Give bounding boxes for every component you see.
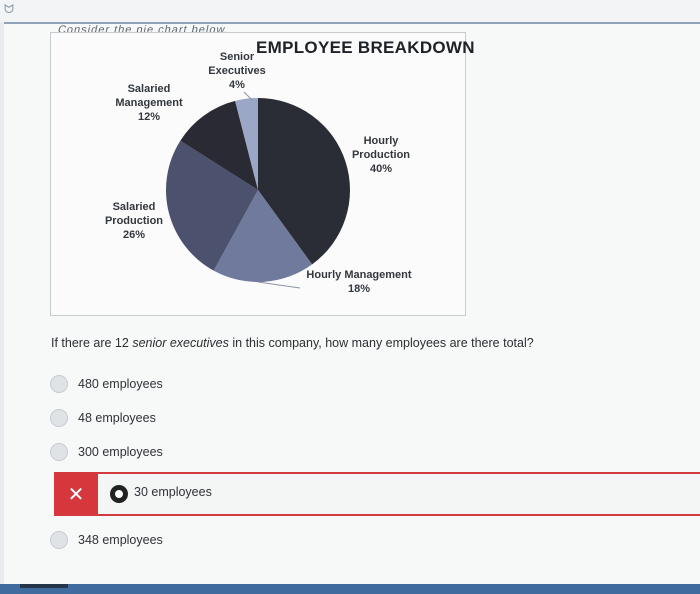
incorrect-x-icon: ✕: [54, 474, 98, 514]
chart-title: EMPLOYEE BREAKDOWN: [256, 38, 475, 57]
label-salaried-production: Salaried Production 26%: [104, 201, 164, 241]
option-label: 30 employees: [134, 485, 212, 499]
leader-line-hourly-mgmt: [257, 281, 301, 289]
leader-line-senior: [243, 91, 253, 101]
label-senior-executives: Senior Executives 4%: [208, 51, 266, 91]
option-label: 300 employees: [78, 445, 163, 459]
corner-mark: ᗢ: [4, 2, 14, 16]
label-salaried-management: Salaried Management 12%: [115, 83, 183, 123]
selected-wrong-answer-row[interactable]: ✕ 30 employees: [54, 472, 700, 516]
option-480[interactable]: 480 employees: [50, 372, 163, 396]
top-strip: [0, 0, 700, 22]
radio-348[interactable]: [50, 531, 68, 549]
radio-48[interactable]: [50, 409, 68, 427]
label-hourly-management: Hourly Management 18%: [306, 269, 412, 295]
label-hourly-production: Hourly Production 40%: [351, 135, 411, 175]
radio-30-selected[interactable]: [110, 485, 128, 503]
question-text: If there are 12 senior executives in thi…: [51, 336, 534, 350]
bottom-taskbar: [0, 584, 700, 594]
radio-480[interactable]: [50, 375, 68, 393]
radio-300[interactable]: [50, 443, 68, 461]
option-label: 48 employees: [78, 411, 156, 425]
option-348[interactable]: 348 employees: [50, 528, 163, 552]
option-label: 480 employees: [78, 377, 163, 391]
option-label: 348 employees: [78, 533, 163, 547]
pie-slice-hourly-production: [258, 98, 350, 265]
option-300[interactable]: 300 employees: [50, 440, 163, 464]
option-48[interactable]: 48 employees: [50, 406, 156, 430]
pie-slice-hourly-management: [213, 190, 313, 282]
pie-slice-salaried-production: [166, 140, 258, 271]
bottom-taskbar-segment: [20, 584, 68, 588]
pie-slice-senior-executives: [235, 98, 258, 190]
pie-slice-salaried-management: [180, 100, 258, 190]
